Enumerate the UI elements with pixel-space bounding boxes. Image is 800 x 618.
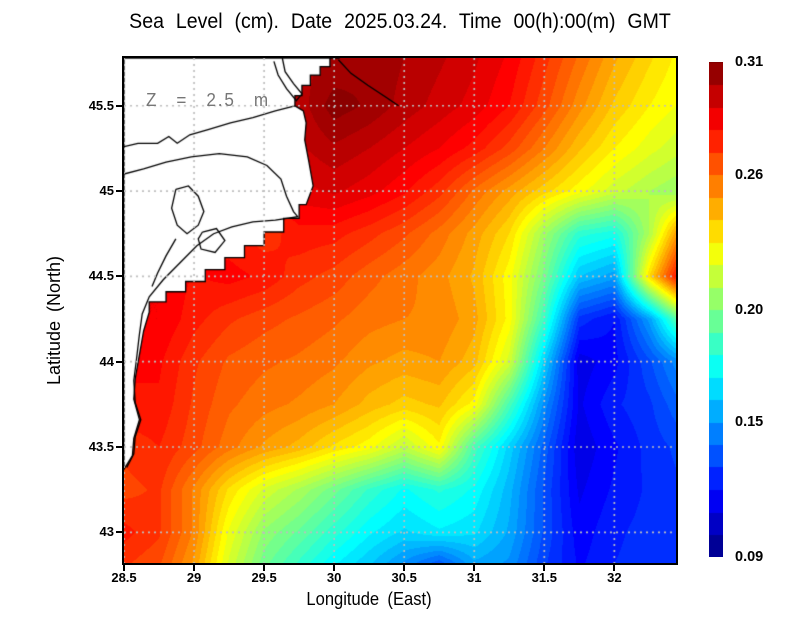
x-tick-label: 32 <box>607 570 622 585</box>
y-tick-label: 45 <box>99 183 114 199</box>
y-tick-label: 43.5 <box>88 438 114 454</box>
map-plot-area: Z = 2.5 m <box>122 56 678 565</box>
y-tick-mark <box>116 275 122 278</box>
chart-title: Sea Level (cm). Date 2025.03.24. Time 00… <box>129 10 671 33</box>
x-tick-label: 30 <box>326 570 342 585</box>
x-tick-label: 31.5 <box>531 570 557 585</box>
x-tick-label: 31 <box>467 570 482 585</box>
x-tick-label: 30.5 <box>391 570 417 585</box>
y-axis-label: Latitude (North) <box>42 255 64 386</box>
x-tick-mark <box>123 565 125 571</box>
colorbar-tick-label: 0.09 <box>735 549 764 565</box>
y-axis-label-wrap: Latitude (North) <box>30 10 64 610</box>
y-tick-label: 44.5 <box>88 268 114 284</box>
x-tick-mark <box>333 565 336 571</box>
x-tick-mark <box>613 565 616 571</box>
x-tick-label: 29 <box>186 570 202 585</box>
x-tick-mark <box>473 565 476 571</box>
y-tick-mark <box>116 445 122 448</box>
x-tick-mark <box>403 565 406 571</box>
colorbar-tick-label: 0.26 <box>735 166 764 183</box>
colorbar-tick-label: 0.20 <box>735 301 764 318</box>
x-tick-label: 29.5 <box>251 570 277 585</box>
sea-level-heatmap-canvas <box>124 58 676 563</box>
x-tick-mark <box>193 565 196 571</box>
y-tick-label: 43 <box>99 524 114 540</box>
y-tick-label: 44 <box>99 353 114 369</box>
x-tick-mark <box>263 565 266 571</box>
x-tick-mark <box>543 565 546 571</box>
y-tick-label: 45.5 <box>88 97 114 113</box>
y-tick-mark <box>116 104 122 107</box>
colorbar-tick-label: 0.15 <box>735 414 764 430</box>
colorbar-tick-label: 0.31 <box>735 54 764 70</box>
x-tick-label: 28.5 <box>111 570 137 585</box>
x-axis-label: Longitude (East) <box>306 589 432 609</box>
y-tick-mark <box>116 531 122 534</box>
y-tick-mark <box>116 190 122 193</box>
y-tick-mark <box>116 360 122 363</box>
depth-annotation: Z = 2.5 m <box>146 90 271 110</box>
colorbar <box>709 62 723 557</box>
